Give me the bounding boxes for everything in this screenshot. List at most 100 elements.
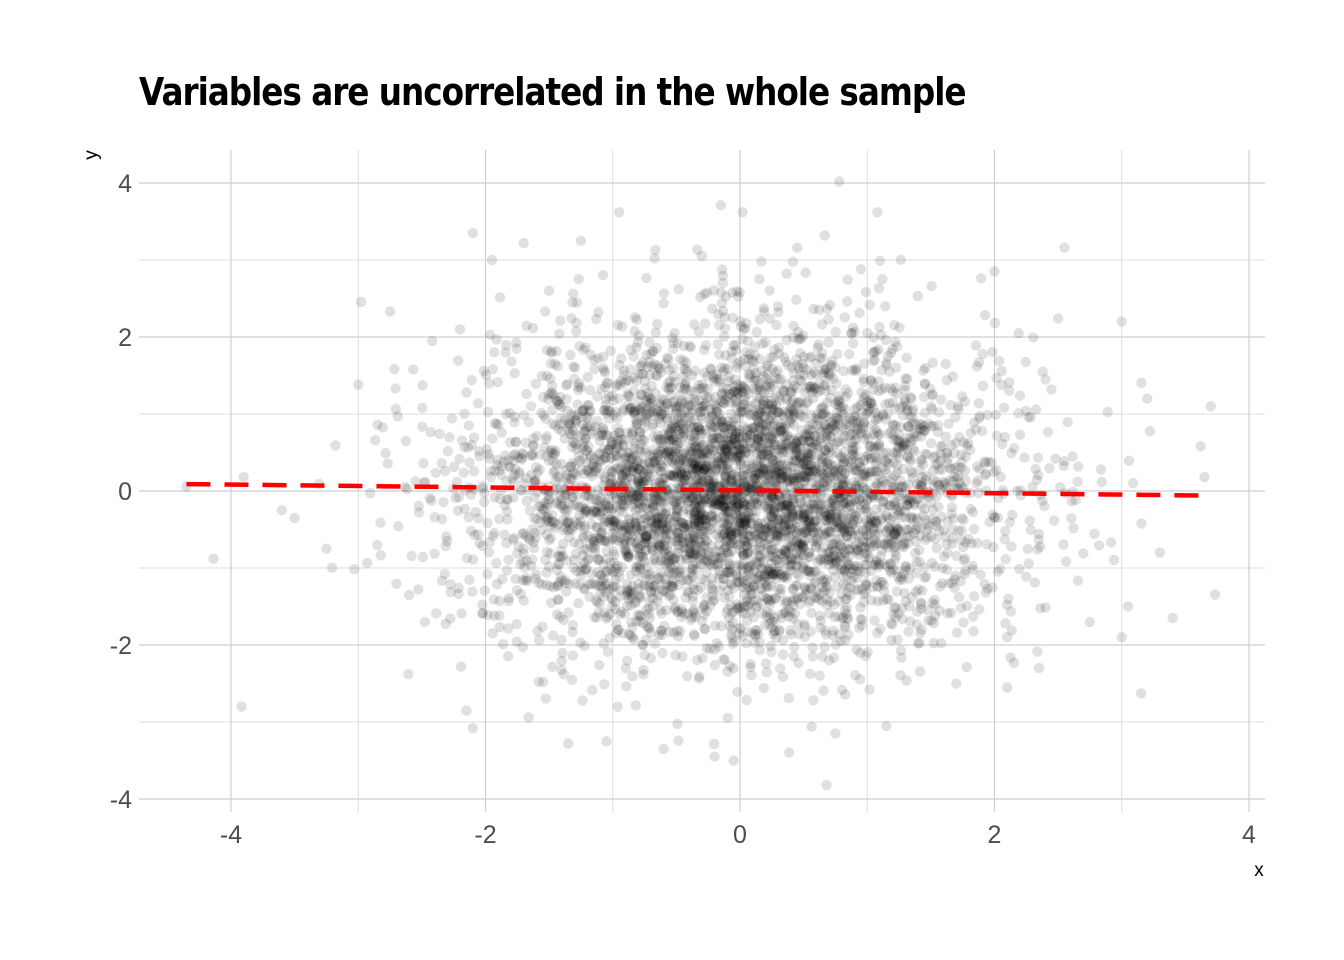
data-point <box>573 384 584 396</box>
data-point <box>436 514 448 525</box>
data-point <box>678 355 689 366</box>
data-point <box>927 390 938 401</box>
data-point <box>629 312 641 323</box>
data-point <box>772 569 783 580</box>
data-point <box>847 322 859 333</box>
data-point <box>971 461 983 472</box>
data-point <box>949 471 960 483</box>
data-point <box>682 671 693 682</box>
data-point <box>1058 460 1070 472</box>
data-point <box>539 498 550 509</box>
data-point <box>738 438 749 449</box>
data-point <box>508 476 520 487</box>
data-point <box>850 529 861 540</box>
data-point <box>1094 540 1105 551</box>
data-point <box>855 264 867 275</box>
data-point <box>705 364 717 375</box>
data-point <box>879 455 891 466</box>
data-point <box>1072 575 1084 586</box>
data-point <box>823 337 834 348</box>
data-point <box>640 412 651 423</box>
data-point <box>743 369 754 380</box>
data-point <box>580 433 591 444</box>
data-point <box>1022 543 1033 555</box>
data-point <box>647 600 659 611</box>
data-point <box>701 460 712 471</box>
data-point <box>805 521 816 533</box>
data-point <box>626 530 638 542</box>
data-point <box>794 628 805 640</box>
data-point <box>756 495 767 507</box>
data-point <box>707 595 719 607</box>
data-point <box>581 457 592 468</box>
data-point <box>804 352 815 363</box>
data-point <box>533 676 544 687</box>
points <box>181 176 1221 791</box>
data-point <box>855 602 866 613</box>
data-point <box>936 578 948 589</box>
data-point <box>712 524 724 535</box>
data-point <box>647 418 659 430</box>
data-point <box>749 629 761 640</box>
data-point <box>773 625 785 637</box>
data-point <box>602 505 613 517</box>
data-point <box>596 530 607 541</box>
data-point <box>589 505 600 517</box>
data-point <box>613 535 624 547</box>
data-point <box>730 453 742 464</box>
data-point <box>808 526 819 537</box>
data-point <box>701 567 712 578</box>
data-point <box>833 513 844 525</box>
data-point <box>599 679 610 690</box>
data-point <box>700 398 711 409</box>
data-point <box>862 471 874 482</box>
data-point <box>836 561 848 573</box>
data-point <box>680 525 691 536</box>
data-point <box>530 573 541 584</box>
data-point <box>708 429 720 440</box>
data-point <box>826 422 837 433</box>
data-point <box>876 329 887 341</box>
data-point <box>834 551 845 562</box>
data-point <box>640 512 652 523</box>
data-point <box>527 322 539 334</box>
data-point <box>601 613 612 624</box>
data-point <box>518 543 529 554</box>
data-point <box>666 423 677 434</box>
data-point <box>695 448 707 459</box>
data-point <box>596 526 607 538</box>
data-point <box>780 356 792 367</box>
data-point <box>893 608 904 619</box>
data-point <box>673 528 684 539</box>
data-point <box>661 522 672 533</box>
data-point <box>740 540 751 551</box>
data-point <box>617 406 629 417</box>
data-point <box>880 334 891 346</box>
data-point <box>771 319 782 331</box>
data-point <box>864 552 875 564</box>
data-point <box>987 346 998 358</box>
data-point <box>589 542 601 554</box>
data-point <box>839 467 850 479</box>
data-point <box>1006 448 1017 459</box>
data-point <box>785 629 797 640</box>
data-point <box>700 340 712 351</box>
data-point <box>861 529 872 541</box>
data-point <box>642 492 653 503</box>
data-point <box>719 363 730 374</box>
data-point <box>504 461 515 472</box>
data-point <box>456 608 467 619</box>
data-point <box>893 524 904 535</box>
data-point <box>738 519 750 530</box>
data-point <box>526 554 538 565</box>
data-point <box>766 437 777 448</box>
data-point <box>591 462 602 473</box>
data-point <box>585 450 597 461</box>
data-point <box>576 501 587 512</box>
data-point <box>659 557 670 568</box>
data-point <box>695 406 707 418</box>
data-point <box>761 565 773 577</box>
data-point <box>800 267 811 278</box>
data-point <box>654 629 665 640</box>
data-point <box>1042 426 1054 438</box>
